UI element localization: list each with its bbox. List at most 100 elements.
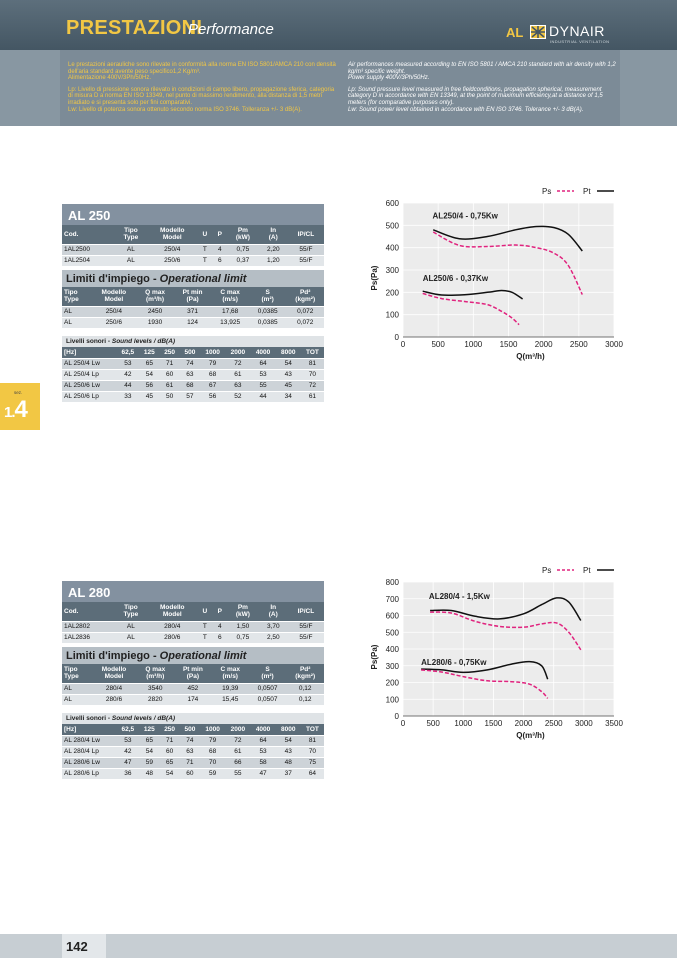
brand-logo-icon bbox=[530, 25, 546, 39]
sound-cell: 34 bbox=[275, 390, 301, 402]
limits-cell: 250/4 bbox=[91, 305, 137, 317]
spec-cell: AL bbox=[114, 254, 148, 266]
spec-cell: 1AL2504 bbox=[62, 254, 115, 266]
sound-title-en: Sound levels / dB(A) bbox=[111, 715, 176, 722]
x-axis-label: Q(m³/h) bbox=[516, 352, 545, 361]
limits-header-cell: Pt min (Pa) bbox=[174, 664, 212, 683]
x-tick-label: 3500 bbox=[605, 719, 623, 728]
sound-cell: 33 bbox=[116, 390, 140, 402]
note-en-2: Power supply 400V/3Ph/50Hz. bbox=[348, 75, 430, 82]
sound-header-cell: 8000 bbox=[275, 347, 301, 358]
spec-header-cell: Tipo Type bbox=[114, 225, 148, 244]
sound-cell: AL 280/4 Lp bbox=[62, 745, 117, 757]
sound-cell: 61 bbox=[225, 368, 251, 380]
limits-cell: 13,925 bbox=[211, 316, 249, 328]
limits-header-cell: Q max (m³/h) bbox=[136, 664, 175, 683]
spec-cell: 6 bbox=[212, 254, 228, 266]
limits-header-cell: Pd² (kgm²) bbox=[286, 664, 324, 683]
page-title: PRESTAZIONI bbox=[66, 17, 203, 39]
sound-cell: 68 bbox=[179, 379, 201, 391]
sound-row: AL 280/4 Lw 53 65 71 74 79 72 64 54 81 bbox=[62, 734, 324, 746]
spec-header-cell: Tipo Type bbox=[114, 602, 148, 621]
note-it-2: Alimentazione 400V/3Ph/50Hz. bbox=[68, 75, 152, 82]
chart-legend: Ps Pt bbox=[542, 566, 614, 575]
sound-cell: 66 bbox=[225, 756, 251, 768]
series-line-pt bbox=[421, 660, 549, 680]
sound-cell: 42 bbox=[116, 745, 140, 757]
sound-cell: 60 bbox=[159, 745, 180, 757]
page-footer: 142 bbox=[0, 934, 677, 958]
limits-header-cell: Q max (m³/h) bbox=[136, 287, 174, 306]
sound-cell: 48 bbox=[139, 767, 160, 779]
y-tick-label: 500 bbox=[386, 221, 400, 230]
spec-cell: T bbox=[197, 631, 213, 643]
sound-header-cell: 1000 bbox=[200, 724, 226, 735]
sound-cell: 70 bbox=[200, 756, 226, 768]
note-en-1: Air performances measured according to E… bbox=[348, 62, 616, 75]
sound-cell: 65 bbox=[159, 756, 180, 768]
notes-band: Le prestazioni aerauliche sono rilevate … bbox=[0, 50, 677, 126]
page-number: 142 bbox=[66, 939, 88, 954]
y-tick-label: 100 bbox=[386, 311, 400, 320]
spec-cell: 250/6 bbox=[147, 254, 198, 266]
limits-header-cell: Modello Model bbox=[91, 287, 137, 306]
sound-header-cell: 125 bbox=[139, 347, 160, 358]
curve-label: AL250/4 - 0,75Kw bbox=[433, 212, 499, 221]
sound-cell: AL 250/4 Lp bbox=[62, 368, 117, 380]
x-tick-label: 1500 bbox=[500, 340, 518, 349]
sound-cell: 61 bbox=[300, 390, 324, 402]
limits-header-cell: S (m²) bbox=[248, 287, 287, 306]
limits-row: AL 280/4 3540 452 19,39 0,0507 0,12 bbox=[62, 682, 324, 694]
sound-cell: 61 bbox=[159, 379, 180, 391]
y-tick-label: 700 bbox=[386, 595, 400, 604]
performance-chart-al250: 0 500 1000 1500 2000 2500 3000 0 100 200 300 400 500… bbox=[370, 187, 623, 361]
sound-header-cell: 250 bbox=[159, 347, 180, 358]
y-axis-label: Ps(Pa) bbox=[370, 644, 379, 669]
sound-cell: AL 280/4 Lw bbox=[62, 734, 117, 746]
y-tick-label: 800 bbox=[386, 578, 400, 587]
spec-header-row: Cod. Tipo Type Modello Model U P Pm (kW) In (A) IP/… bbox=[62, 225, 324, 244]
spec-table: Cod. Tipo Type Modello Model U P Pm (kW) In (A) IP/… bbox=[62, 225, 324, 266]
spec-cell: 0,75 bbox=[227, 631, 259, 643]
limits-cell: 280/6 bbox=[91, 693, 137, 705]
sound-cell: 59 bbox=[139, 756, 160, 768]
limits-title: Limiti d'impiego - Operational limit bbox=[62, 647, 324, 664]
spec-cell: T bbox=[197, 243, 213, 255]
x-tick-label: 0 bbox=[401, 340, 406, 349]
y-tick-label: 100 bbox=[386, 695, 400, 704]
limits-cell: 280/4 bbox=[91, 682, 137, 694]
note-it-1: Le prestazioni aerauliche sono rilevate … bbox=[68, 62, 336, 75]
spec-cell: 2,20 bbox=[258, 243, 288, 255]
sound-cell: AL 250/6 Lw bbox=[62, 379, 117, 391]
spec-header-cell: Pm (kW) bbox=[227, 225, 259, 244]
spec-cell: 1,50 bbox=[227, 620, 259, 632]
legend-pt-label: Pt bbox=[583, 566, 591, 575]
limits-title-en: Operational limit bbox=[159, 650, 247, 662]
sound-cell: 81 bbox=[300, 357, 324, 369]
sound-header-cell: 125 bbox=[139, 724, 160, 735]
sound-cell: 59 bbox=[200, 767, 226, 779]
spec-header-cell: Pm (kW) bbox=[227, 602, 259, 621]
sound-table: [Hz] 62,5 125 250 500 1000 2000 4000 8000 TOT AL 2… bbox=[62, 724, 324, 779]
curve-label: AL250/6 - 0,37Kw bbox=[423, 274, 489, 283]
sound-cell: 43 bbox=[275, 745, 301, 757]
y-tick-label: 500 bbox=[386, 628, 400, 637]
sound-cell: AL 250/6 Lp bbox=[62, 390, 117, 402]
note-en-3: Lp: Sound pressure level measured in fre… bbox=[348, 86, 603, 106]
sound-cell: 64 bbox=[300, 767, 324, 779]
y-tick-label: 600 bbox=[386, 612, 400, 621]
sound-cell: 81 bbox=[300, 734, 324, 746]
x-tick-label: 1500 bbox=[485, 719, 503, 728]
sound-cell: 65 bbox=[139, 734, 160, 746]
model-block-al250: AL 250 Cod. Tipo Type Modello Model U P Pm (kW) In… bbox=[62, 204, 324, 402]
sound-header-cell: 2000 bbox=[225, 724, 251, 735]
sound-cell: AL 250/4 Lw bbox=[62, 357, 117, 369]
sound-row: AL 250/6 Lw 44 56 61 68 67 63 55 45 72 bbox=[62, 379, 324, 391]
model-title: AL 280 bbox=[62, 581, 324, 602]
limits-title: Limiti d'impiego - Operational limit bbox=[62, 270, 324, 287]
sound-cell: 55 bbox=[250, 379, 276, 391]
limits-header-cell: Modello Model bbox=[91, 664, 137, 683]
limits-header-cell: Pt min (Pa) bbox=[173, 287, 212, 306]
series-line-ps bbox=[421, 669, 549, 699]
sound-header-cell: 4000 bbox=[250, 347, 276, 358]
